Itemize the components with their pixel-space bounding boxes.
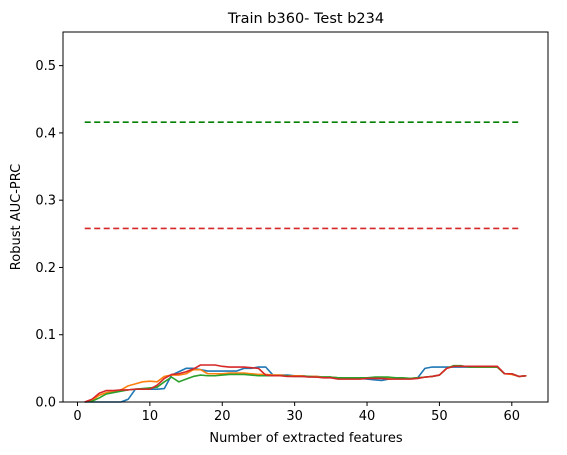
series-line-4 — [84, 364, 527, 403]
y-tick-label: 0.5 — [35, 59, 56, 74]
x-tick-label: 20 — [214, 409, 231, 424]
series-lines — [84, 364, 527, 403]
y-tick-label: 0.0 — [35, 396, 56, 411]
x-tick-label: 50 — [431, 409, 448, 424]
x-tick-label: 0 — [73, 409, 81, 424]
reference-lines — [84, 121, 520, 230]
y-axis-label: Robust AUC-PRC — [9, 164, 24, 270]
x-tick-label: 30 — [286, 409, 303, 424]
y-tick-label: 0.2 — [35, 261, 56, 276]
y-tick-label: 0.1 — [35, 328, 56, 343]
y-tick-label: 0.4 — [35, 126, 56, 141]
x-axis-ticks: 0 10 20 30 40 50 60 — [73, 402, 520, 424]
y-tick-label: 0.3 — [35, 194, 56, 209]
x-tick-label: 10 — [142, 409, 159, 424]
x-axis-label: Number of extracted features — [209, 431, 402, 446]
y-axis-ticks: 0.0 0.1 0.2 0.3 0.4 0.5 — [35, 59, 63, 411]
chart-title: Train b360- Test b234 — [227, 11, 384, 27]
x-tick-label: 60 — [504, 409, 521, 424]
plot-frame — [62, 31, 549, 403]
plot-area — [63, 32, 548, 402]
x-tick-label: 40 — [359, 409, 376, 424]
